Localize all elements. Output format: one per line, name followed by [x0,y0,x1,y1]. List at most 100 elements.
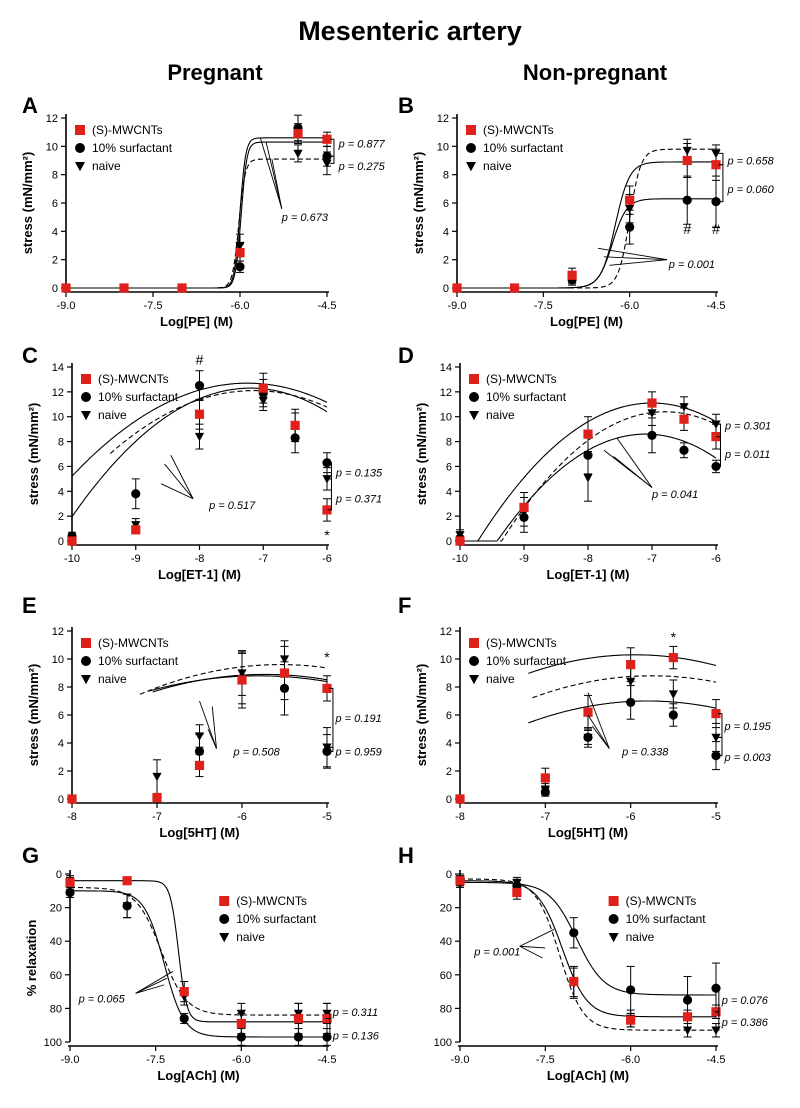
legend-marker [81,656,91,666]
chart-panel-b: 0 2 4 6 8 10 12 -9.0 -7.5 -6.0 -4.5 Log[PE] (M) stre… [411,113,775,329]
data-point [194,432,205,442]
data-point [322,458,332,468]
chart-panel-f: 0 2 4 6 8 10 12 -8 -7 -6 -5 Log[5HT] (M) stress (mN/… [414,626,772,840]
data-point [540,785,550,795]
p-value-annotation: p = 0.135 [335,468,383,480]
y-tick-label: 10 [52,654,64,666]
data-point [711,709,721,719]
x-tick-label: -9.0 [61,1054,80,1066]
column-title-non-pregnant: Non-pregnant [523,60,668,85]
fit-curve [457,148,716,289]
y-tick-label: 2 [52,255,58,267]
pointer-line [587,692,610,749]
fit-curve [532,675,717,699]
y-tick-label: 20 [440,903,452,915]
y-tick-label: 12 [437,113,449,125]
data-point [194,746,205,757]
pointer-line [199,700,217,749]
p-value-annotation: p = 0.195 [724,721,772,733]
p-value-annotation: p = 0.136 [332,1030,380,1042]
p-value-annotation: p = 0.338 [621,746,669,758]
data-point [455,536,465,546]
x-tick-label: -8 [455,811,465,823]
x-tick-label: -7 [152,811,162,823]
x-tick-label: -7.5 [146,1054,165,1066]
data-point [236,1018,246,1029]
significance-bracket [716,436,721,467]
y-tick-label: 6 [52,198,58,210]
legend-marker [81,411,91,421]
legend-marker [219,896,230,906]
x-tick-label: -6 [626,811,636,823]
x-tick-label: -6.0 [231,300,250,312]
p-value-annotation: p = 0.517 [208,500,256,512]
p-value-annotation: p = 0.060 [727,184,775,196]
data-point [626,985,636,995]
legend-label: 10% surfactant [483,141,564,155]
data-point [194,381,205,391]
data-point [583,450,593,460]
data-point [131,525,141,535]
legend-marker [466,125,476,135]
data-point [682,195,692,205]
data-point [682,1026,693,1036]
data-point [279,668,290,678]
legend-marker [75,143,85,153]
data-point [583,707,593,717]
y-tick-label: 8 [443,170,449,182]
data-point [179,987,189,997]
x-tick-label: -7 [258,553,268,565]
data-point [290,433,300,443]
data-point [67,794,77,804]
y-tick-label: 4 [443,226,449,238]
y-tick-label: 4 [446,486,452,498]
figure-title: Mesenteric artery [298,16,522,46]
data-point [290,420,300,431]
legend-label: 10% surfactant [486,390,567,404]
data-point [647,398,657,408]
data-point [152,772,162,782]
data-point [682,1012,693,1022]
legend-marker [466,162,476,172]
pointer-line [603,256,668,261]
y-tick-label: 12 [52,626,64,638]
legend-label: naive [98,408,127,422]
pointer-line [135,984,165,994]
legend-marker [469,675,479,685]
fit-curve [528,654,717,674]
chart-panel-c: 0 2 4 6 8 10 12 14 -10 -9 -8 -7 -6 Log[ET-1] (M) stres… [26,352,383,582]
data-point [711,733,721,743]
data-point [177,283,187,293]
y-tick-label: 10 [52,412,64,424]
x-tick-label: -6.0 [620,300,639,312]
data-point [235,241,245,251]
panel-letter-a: A [22,93,38,118]
data-point [194,732,205,741]
y-axis-label: stress (mN/mm²) [26,403,41,506]
y-tick-label: 6 [58,461,64,473]
y-tick-label: 6 [443,198,449,210]
fit-curve [70,880,327,1023]
legend-label: naive [483,159,512,173]
p-value-annotation: p = 0.011 [724,449,770,461]
pointer-line [271,158,283,209]
data-point [512,878,522,888]
p-value-annotation: p = 0.673 [281,212,329,224]
data-point [626,677,636,687]
panel-letter-c: C [22,343,38,368]
y-tick-label: 100 [434,1037,452,1049]
data-point [452,283,462,293]
y-axis-label: % relaxation [24,920,39,997]
chart-panel-e: 0 2 4 6 8 10 12 -8 -7 -6 -5 Log[5HT] (M) stress (mN/… [26,626,382,840]
significance-mark: * [324,649,330,665]
legend-marker [81,392,91,402]
p-value-annotation: p = 0.508 [233,746,281,758]
significance-mark: * [324,527,330,543]
data-point [668,690,678,699]
y-tick-label: 0 [443,283,449,295]
y-tick-label: 10 [440,412,452,424]
data-point [293,1013,304,1024]
data-point [647,430,657,440]
fit-curve [460,881,716,996]
x-tick-label: -7.5 [536,1054,555,1066]
